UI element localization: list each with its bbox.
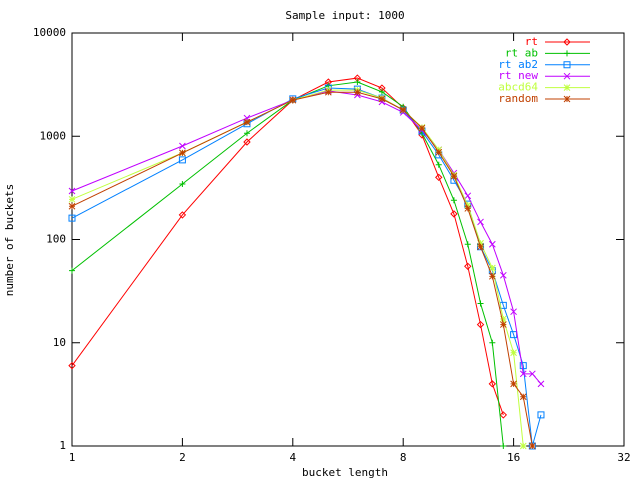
legend-marker — [564, 50, 570, 57]
data-point — [489, 339, 496, 346]
data-point — [477, 300, 484, 307]
data-point — [499, 315, 507, 323]
y-tick-label: 1 — [59, 439, 66, 452]
data-point — [510, 380, 517, 388]
data-point — [519, 370, 527, 378]
x-tick-label: 4 — [289, 451, 296, 464]
data-point — [179, 142, 186, 150]
y-axis-label: number of buckets — [3, 184, 16, 297]
data-point — [464, 241, 471, 248]
data-point — [488, 380, 497, 388]
y-tick-label: 10000 — [33, 26, 66, 39]
data-point — [519, 362, 527, 370]
legend-label: abcd64 — [498, 81, 538, 94]
data-point — [488, 272, 496, 280]
x-tick-label: 2 — [179, 451, 186, 464]
data-point — [179, 180, 186, 187]
data-point — [450, 197, 457, 204]
data-point — [499, 271, 507, 279]
data-point — [500, 443, 507, 449]
series-line — [71, 81, 504, 447]
data-point — [529, 370, 536, 378]
legend-label: rt ab2 — [498, 58, 538, 71]
data-point — [477, 218, 484, 226]
data-point — [68, 187, 76, 195]
legend-label: random — [498, 92, 538, 105]
data-point — [179, 149, 186, 157]
data-point — [68, 195, 76, 203]
data-point — [435, 148, 443, 156]
data-point — [464, 205, 472, 212]
legend-label: rt new — [498, 69, 538, 82]
data-point — [488, 264, 496, 272]
data-point — [519, 442, 527, 450]
data-point — [510, 308, 517, 316]
data-point — [378, 88, 385, 95]
data-point — [476, 320, 485, 329]
x-tick-label: 16 — [507, 451, 520, 464]
x-tick-label: 1 — [69, 451, 76, 464]
data-point — [510, 331, 518, 339]
data-point — [510, 349, 517, 357]
series-line — [71, 77, 504, 416]
legend-marker — [563, 38, 571, 46]
data-point — [418, 124, 426, 132]
data-point — [243, 130, 250, 137]
data-point — [488, 240, 496, 248]
y-tick-label: 10 — [53, 336, 66, 349]
legend-marker — [563, 72, 571, 80]
data-point — [499, 321, 507, 328]
data-point — [477, 239, 484, 247]
data-point — [450, 210, 458, 218]
data-point — [399, 106, 407, 114]
data-point — [68, 214, 76, 222]
y-tick-label: 1000 — [40, 129, 67, 142]
series-line — [71, 90, 542, 385]
data-point — [243, 138, 251, 146]
legend-label: rt — [525, 35, 538, 48]
data-point — [537, 411, 545, 419]
legend-marker — [563, 84, 571, 91]
data-point — [537, 380, 545, 388]
data-point — [354, 79, 361, 86]
data-point — [528, 442, 536, 450]
data-point — [178, 211, 187, 219]
chart-title: Sample input: 1000 — [285, 9, 404, 22]
x-tick-label: 32 — [617, 451, 630, 464]
data-point — [450, 172, 458, 180]
data-point — [435, 173, 443, 182]
data-point — [435, 161, 442, 168]
data-point — [477, 243, 484, 251]
data-point — [519, 393, 527, 401]
data-point — [69, 267, 75, 274]
legend-marker — [563, 61, 571, 69]
data-point — [324, 88, 332, 96]
legend-marker — [563, 95, 571, 103]
data-point — [178, 156, 186, 164]
series-line — [71, 91, 533, 447]
x-axis-label: bucket length — [302, 466, 388, 479]
data-point — [464, 201, 472, 209]
series-line — [71, 89, 524, 447]
data-point — [68, 202, 76, 210]
data-point — [529, 442, 536, 450]
y-tick-label: 100 — [46, 233, 66, 246]
data-point — [289, 96, 297, 104]
data-point — [464, 262, 472, 271]
legend-label: rt ab — [505, 46, 538, 59]
data-point — [499, 411, 508, 419]
data-point — [68, 361, 76, 370]
data-point — [464, 192, 472, 200]
data-point — [243, 118, 251, 126]
x-tick-label: 8 — [400, 451, 407, 464]
data-point — [354, 88, 361, 96]
data-point — [378, 95, 386, 103]
